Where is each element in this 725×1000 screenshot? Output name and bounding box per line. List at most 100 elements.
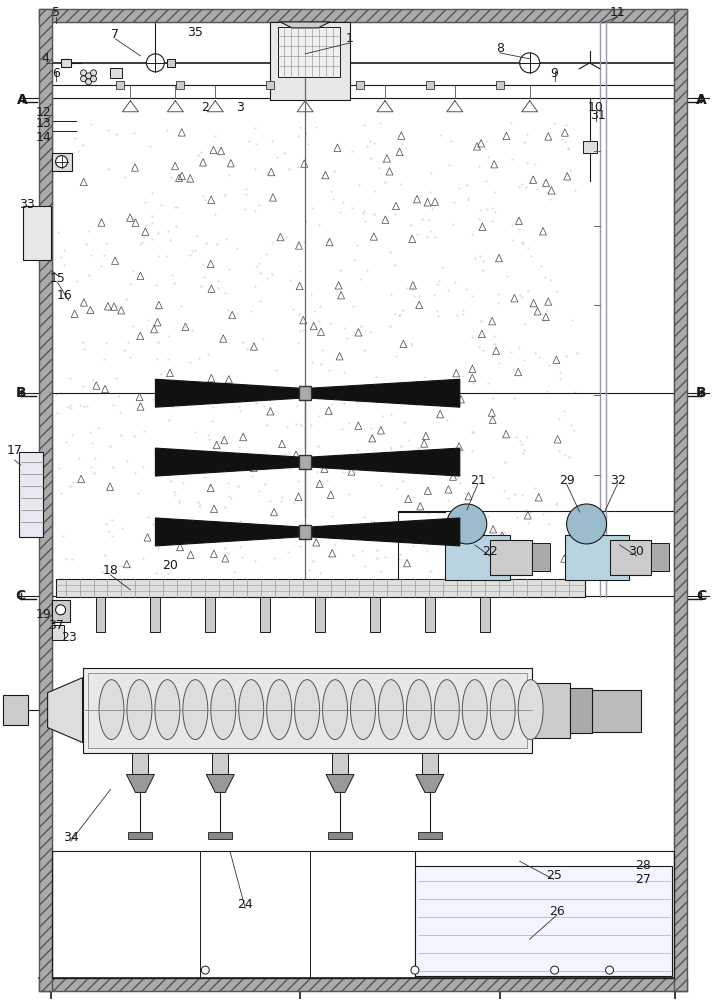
Bar bbox=[565, 535, 629, 580]
Bar bbox=[480, 597, 490, 632]
Bar bbox=[490, 540, 531, 575]
Text: 24: 24 bbox=[237, 898, 253, 911]
Circle shape bbox=[56, 156, 67, 168]
Text: 16: 16 bbox=[57, 289, 72, 302]
Bar bbox=[88, 673, 526, 748]
Circle shape bbox=[411, 966, 419, 974]
Bar bbox=[22, 206, 51, 260]
Ellipse shape bbox=[99, 680, 124, 740]
Bar bbox=[260, 597, 270, 632]
Polygon shape bbox=[310, 448, 460, 476]
Bar bbox=[299, 455, 311, 469]
Text: 37: 37 bbox=[48, 619, 64, 632]
Bar bbox=[51, 625, 64, 640]
Bar bbox=[415, 866, 672, 976]
Text: 21: 21 bbox=[470, 474, 486, 487]
Polygon shape bbox=[155, 448, 300, 476]
Text: 9: 9 bbox=[551, 67, 558, 80]
Circle shape bbox=[80, 70, 86, 76]
Circle shape bbox=[447, 504, 486, 544]
Bar bbox=[332, 753, 348, 774]
Text: A: A bbox=[696, 93, 707, 107]
Bar bbox=[56, 579, 584, 597]
Circle shape bbox=[605, 966, 613, 974]
Ellipse shape bbox=[294, 680, 320, 740]
Text: 4: 4 bbox=[41, 52, 49, 65]
Bar bbox=[531, 543, 550, 571]
Bar bbox=[212, 753, 228, 774]
Text: 5: 5 bbox=[51, 6, 59, 19]
Bar bbox=[299, 525, 311, 539]
Bar bbox=[19, 452, 43, 537]
Polygon shape bbox=[310, 379, 460, 407]
Bar bbox=[445, 535, 510, 580]
Text: 20: 20 bbox=[162, 559, 178, 572]
Circle shape bbox=[80, 76, 86, 82]
Bar bbox=[117, 81, 125, 89]
Text: 14: 14 bbox=[36, 131, 51, 144]
Ellipse shape bbox=[323, 680, 347, 740]
Polygon shape bbox=[48, 678, 83, 743]
Bar bbox=[418, 832, 442, 839]
Text: C: C bbox=[15, 589, 26, 603]
Bar bbox=[208, 832, 232, 839]
Text: 22: 22 bbox=[482, 545, 497, 558]
Bar bbox=[674, 9, 687, 991]
Bar bbox=[299, 386, 311, 400]
Text: 15: 15 bbox=[49, 272, 65, 285]
Bar bbox=[150, 597, 160, 632]
Circle shape bbox=[91, 70, 96, 76]
Bar bbox=[128, 832, 152, 839]
Bar bbox=[328, 832, 352, 839]
Text: 6: 6 bbox=[51, 67, 59, 80]
Circle shape bbox=[91, 76, 96, 82]
Polygon shape bbox=[155, 379, 300, 407]
Circle shape bbox=[86, 73, 91, 79]
Ellipse shape bbox=[211, 680, 236, 740]
Circle shape bbox=[202, 966, 210, 974]
Text: 13: 13 bbox=[36, 117, 51, 130]
Bar bbox=[51, 851, 674, 978]
Bar bbox=[167, 59, 175, 67]
Bar bbox=[38, 9, 51, 991]
Bar bbox=[110, 68, 123, 78]
Bar bbox=[176, 81, 184, 89]
Circle shape bbox=[520, 53, 539, 73]
Bar bbox=[205, 597, 215, 632]
Bar bbox=[133, 753, 149, 774]
Text: 7: 7 bbox=[112, 28, 120, 41]
Bar bbox=[38, 978, 687, 991]
Polygon shape bbox=[280, 22, 330, 28]
Circle shape bbox=[146, 54, 165, 72]
Ellipse shape bbox=[463, 680, 487, 740]
Ellipse shape bbox=[127, 680, 152, 740]
Text: 35: 35 bbox=[187, 26, 203, 39]
Text: 8: 8 bbox=[496, 42, 504, 55]
Text: B: B bbox=[15, 386, 26, 400]
Bar bbox=[583, 141, 597, 153]
Ellipse shape bbox=[490, 680, 515, 740]
Text: 17: 17 bbox=[7, 444, 22, 457]
Ellipse shape bbox=[155, 680, 180, 740]
Text: 18: 18 bbox=[102, 564, 118, 577]
Bar bbox=[426, 81, 434, 89]
Ellipse shape bbox=[239, 680, 264, 740]
Text: 32: 32 bbox=[610, 474, 626, 487]
Bar bbox=[356, 81, 364, 89]
Bar bbox=[266, 81, 274, 89]
Text: B: B bbox=[696, 386, 707, 400]
Ellipse shape bbox=[434, 680, 460, 740]
Bar bbox=[96, 597, 106, 632]
Bar bbox=[422, 753, 438, 774]
Bar bbox=[83, 668, 531, 753]
Ellipse shape bbox=[267, 680, 291, 740]
Bar bbox=[592, 690, 642, 732]
Text: 33: 33 bbox=[19, 198, 35, 211]
Text: 10: 10 bbox=[588, 101, 603, 114]
Polygon shape bbox=[326, 774, 354, 792]
Bar bbox=[315, 597, 325, 632]
Bar bbox=[270, 22, 350, 100]
Text: 3: 3 bbox=[236, 101, 244, 114]
Polygon shape bbox=[155, 518, 300, 546]
Text: 27: 27 bbox=[636, 873, 651, 886]
